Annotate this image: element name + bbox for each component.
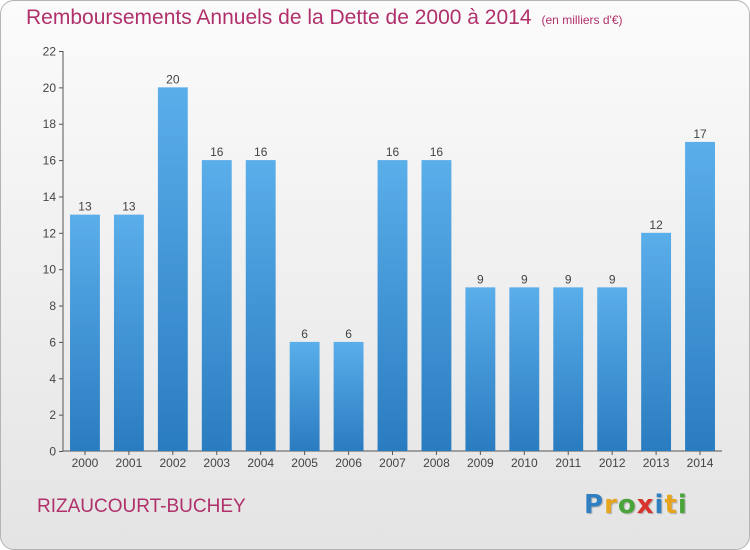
bar-value-label: 9 (521, 272, 528, 286)
y-tick-label: 4 (49, 372, 56, 386)
x-tick-label: 2004 (247, 456, 274, 470)
bars: 13 13 20 16 16 6 6 16 16 9 9 9 9 12 17 (70, 72, 715, 451)
y-tick-label: 8 (49, 299, 56, 313)
x-tick-label: 2000 (72, 456, 99, 470)
chart-title-text: Remboursements Annuels de la Dette de 20… (26, 6, 532, 29)
proxiti-logo: Proxiti (584, 490, 688, 520)
y-tick-label: 16 (43, 154, 57, 168)
y-tick-label: 20 (43, 81, 57, 95)
bar-2014 (685, 141, 715, 451)
bar-2000 (70, 214, 100, 451)
bar-value-label: 9 (477, 272, 484, 286)
chart-title: Remboursements Annuels de la Dette de 20… (26, 6, 623, 30)
x-tick-label: 2007 (379, 456, 406, 470)
bar-value-label: 16 (210, 145, 224, 159)
bar-2013 (641, 232, 672, 451)
y-tick-label: 22 (43, 45, 57, 59)
logo-letter: x (636, 490, 655, 520)
y-tick-label: 2 (49, 408, 56, 422)
bar-2008 (421, 160, 452, 451)
x-tick-label: 2002 (159, 456, 186, 470)
commune-name: RIZAUCOURT-BUCHEY (37, 496, 246, 517)
bar-value-label: 16 (254, 145, 268, 159)
logo-letter: i (677, 490, 688, 520)
y-tick-label: 14 (43, 190, 57, 204)
logo-letter: r (604, 490, 618, 520)
x-tick-label: 2014 (687, 456, 714, 470)
bar-2009 (465, 287, 496, 451)
bar-value-label: 16 (386, 145, 400, 159)
bar-value-label: 6 (345, 327, 352, 341)
x-tick-label: 2010 (511, 456, 538, 470)
bar-2007 (377, 160, 408, 451)
bar-2002 (157, 87, 188, 451)
x-axis: 2000 2001 2002 2003 2004 2005 2006 2007 2008 2009… (63, 450, 722, 470)
bar-2012 (597, 287, 628, 451)
bar-2001 (113, 214, 144, 451)
y-tick-label: 12 (43, 226, 57, 240)
y-tick-label: 18 (43, 117, 57, 131)
x-tick-label: 2013 (643, 456, 670, 470)
bar-value-label: 6 (301, 327, 308, 341)
bar-value-label: 20 (166, 72, 180, 86)
y-axis: 0 2 4 6 8 10 12 14 16 18 20 22 (43, 45, 64, 459)
bar-2005 (289, 341, 320, 451)
x-tick-label: 2006 (335, 456, 362, 470)
logo-letter: i (654, 490, 665, 520)
bar-value-label: 13 (122, 200, 136, 214)
bar-value-label: 16 (430, 145, 444, 159)
chart-unit-note: (en milliers d'€) (541, 13, 623, 27)
bar-2011 (553, 287, 584, 451)
bar-2010 (509, 287, 540, 451)
x-tick-label: 2012 (599, 456, 626, 470)
logo-letter: t (664, 490, 678, 520)
x-tick-label: 2001 (116, 456, 143, 470)
x-tick-label: 2009 (467, 456, 494, 470)
bar-2004 (245, 160, 276, 451)
y-tick-label: 10 (43, 263, 57, 277)
y-tick-label: 0 (49, 445, 56, 459)
x-tick-label: 2005 (291, 456, 318, 470)
x-tick-label: 2008 (423, 456, 450, 470)
x-tick-label: 2011 (555, 456, 581, 470)
logo-letter: P (584, 490, 605, 520)
bar-value-label: 12 (649, 218, 663, 232)
bar-value-label: 9 (609, 272, 616, 286)
bar-value-label: 13 (78, 200, 92, 214)
y-tick-label: 6 (49, 335, 56, 349)
x-tick-label: 2003 (203, 456, 230, 470)
bar-value-label: 17 (693, 127, 707, 141)
logo-letter: o (617, 490, 637, 520)
bar-2006 (333, 341, 364, 451)
bar-2003 (201, 160, 232, 451)
bar-value-label: 9 (565, 272, 572, 286)
